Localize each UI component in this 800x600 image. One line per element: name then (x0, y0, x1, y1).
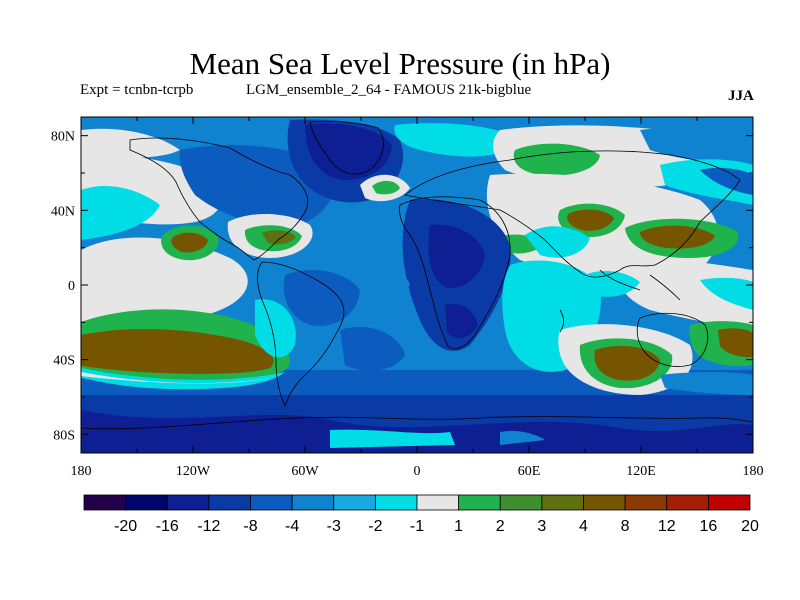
colorbar-label: 20 (741, 518, 759, 535)
colorbar-swatch (250, 494, 293, 511)
chart-title: Mean Sea Level Pressure (in hPa) (189, 46, 611, 81)
south-pacific-high (81, 328, 274, 374)
west-pacific-grey (616, 258, 753, 330)
colorbar-label: -12 (197, 518, 220, 535)
colorbar-swatch (291, 494, 335, 511)
colorbar-swatch (666, 494, 709, 511)
colorbar-swatch (125, 494, 168, 511)
colorbar-label: 8 (621, 518, 630, 535)
colorbar-label: -1 (410, 518, 424, 535)
x-tick-label: 180 (71, 464, 92, 479)
y-axis-labels: 80N 40N 0 40S 80S (51, 130, 75, 444)
africa-core (428, 224, 485, 289)
colorbar-label: 12 (658, 518, 676, 535)
greenland-core (305, 123, 392, 180)
x-tick-label: 180 (743, 464, 764, 479)
coastlines (81, 120, 753, 430)
colorbar-label: -8 (243, 518, 257, 535)
colorbar-swatch (499, 494, 543, 511)
south-indian-blue (660, 371, 753, 395)
colorbar-swatch (333, 494, 376, 511)
colorbar-label: -4 (285, 518, 299, 535)
islands-coast (559, 269, 681, 333)
ensemble-label: LGM_ensemble_2_64 - FAMOUS 21k-bigblue (246, 82, 532, 98)
colorbar-swatch (707, 494, 751, 511)
antarctic-light (500, 430, 545, 445)
axis-ticks (80, 117, 754, 453)
caribbean-core (262, 230, 296, 245)
x-tick-label: 60E (518, 464, 541, 479)
arctic-east-blue (640, 127, 753, 162)
colorbar-label: 3 (537, 518, 546, 535)
tibet-high (567, 209, 614, 231)
colorbar: -20 -16 -12 -8 -4 -3 -2 -1 1 2 3 4 8 12 16 20 (83, 494, 759, 535)
greenland-coast (309, 120, 384, 175)
antarctica-coast (81, 416, 753, 430)
south-africa-core (445, 303, 478, 339)
arctic-pacific-grey (81, 128, 180, 160)
equatorial-atlantic (355, 266, 410, 297)
map-field (81, 117, 753, 453)
x-tick-label: 120W (176, 464, 211, 479)
x-axis-labels: 180 120W 60W 0 60E 120E 180 (71, 464, 764, 479)
experiment-label: Expt = tcnbn-tcrpb (80, 82, 194, 98)
season-label: JJA (728, 88, 754, 104)
south-america-cyan (255, 299, 296, 358)
north-america-coast (129, 137, 309, 261)
colorbar-label: 4 (579, 518, 588, 535)
colorbar-label: -2 (368, 518, 382, 535)
colorbar-swatch (624, 494, 668, 511)
africa-coast (399, 196, 511, 350)
australia-coast (636, 312, 709, 367)
east-asia-high (640, 225, 715, 249)
south-pacific-cyan (81, 368, 285, 390)
nordic-cyan (394, 123, 520, 157)
south-america-coast (257, 261, 345, 408)
pacific-grey-belt (81, 237, 248, 330)
y-tick-label: 0 (68, 279, 75, 294)
colorbar-swatch (416, 494, 460, 511)
colorbar-swatch (208, 494, 251, 511)
arabia-cyan (525, 226, 590, 258)
south-atlantic-low (340, 326, 405, 371)
y-tick-label: 40S (53, 354, 75, 369)
atlantic-green (372, 180, 400, 195)
colorbar-label: 2 (496, 518, 505, 535)
colorbar-swatch (583, 494, 626, 511)
y-tick-label: 40N (51, 204, 75, 219)
x-tick-label: 120E (626, 464, 656, 479)
colorbar-swatch (374, 494, 418, 511)
pacific-east-cyan (700, 277, 753, 310)
colorbar-swatch (458, 494, 501, 511)
north-pacific-cyan (81, 185, 160, 240)
y-tick-label: 80S (53, 428, 75, 443)
northwest-pacific-blue (700, 167, 753, 195)
colorbar-label: 1 (454, 518, 463, 535)
colorbar-label: -16 (156, 518, 179, 535)
x-tick-label: 60W (291, 464, 319, 479)
tasman-high (718, 328, 753, 358)
south-indian-high (594, 345, 660, 381)
eurasia-coast (404, 150, 741, 278)
north-pacific-high-core (171, 232, 208, 253)
x-tick-label: 0 (414, 464, 421, 479)
colorbar-label: 16 (699, 518, 717, 535)
colorbar-swatch (83, 494, 127, 511)
south-america-low (283, 270, 360, 326)
colorbar-swatch (541, 494, 584, 511)
antarctic-cyan-strip (330, 429, 455, 448)
colorbar-label: -20 (114, 518, 137, 535)
colorbar-swatch (166, 494, 210, 511)
y-tick-label: 80N (51, 130, 75, 145)
colorbar-label: -3 (327, 518, 341, 535)
